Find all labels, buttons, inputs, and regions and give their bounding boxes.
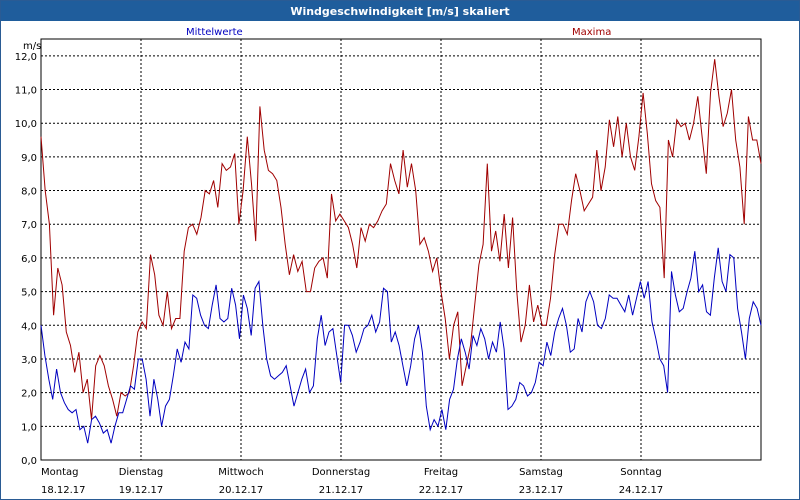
y-tick-label: 4,0 [21,321,37,332]
y-tick-label: 2,0 [21,389,37,400]
x-tick-date: 24.12.17 [619,485,664,496]
x-tick-day: Donnerstag [312,467,370,478]
x-axis: Montag 18.12.17 Dienstag 19.12.17 Mittwoch 20… [41,467,663,496]
y-tick-label: 5,0 [21,288,37,299]
series-mittelwerte-line [40,247,762,444]
y-tick-label: 10,0 [15,119,37,130]
x-tick-day: Sonntag [620,467,662,478]
series-lines [40,59,762,444]
grid-lines [41,39,761,461]
y-tick-label: 3,0 [21,355,37,366]
x-tick-date: 21.12.17 [319,485,364,496]
y-tick-label: 8,0 [21,187,37,198]
x-tick-day: Dienstag [119,467,164,478]
y-axis-unit-label: m/s [23,41,41,52]
window-title: Windgeschwindigkeit [m/s] skaliert [1,1,799,21]
legend-maxima: Maxima [572,27,611,38]
x-tick-day: Freitag [424,467,458,478]
x-tick-day: Samstag [519,467,563,478]
y-tick-label: 9,0 [21,153,37,164]
x-tick-date: 22.12.17 [419,485,464,496]
x-tick-date: 18.12.17 [41,485,86,496]
y-tick-label: 12,0 [15,52,37,63]
series-maxima-line [40,59,762,420]
x-tick-date: 23.12.17 [519,485,564,496]
x-tick-day: Montag [41,467,78,478]
wind-speed-chart: m/s 0,0 1,0 2,0 3,0 4,0 5,0 6,0 7,0 8,0 9,0 10,0 11… [15,27,762,496]
x-tick-date: 20.12.17 [219,485,264,496]
x-tick-date: 19.12.17 [119,485,164,496]
y-axis: m/s 0,0 1,0 2,0 3,0 4,0 5,0 6,0 7,0 8,0 9,0 10,0 11… [15,41,42,467]
y-tick-label: 11,0 [15,86,37,97]
y-tick-label: 1,0 [21,422,37,433]
plot-border [40,38,762,461]
y-tick-label: 6,0 [21,254,37,265]
y-tick-label: 7,0 [21,220,37,231]
legend-mittelwerte: Mittelwerte [186,27,243,38]
y-tick-label: 0,0 [21,456,37,467]
x-tick-day: Mittwoch [218,467,263,478]
